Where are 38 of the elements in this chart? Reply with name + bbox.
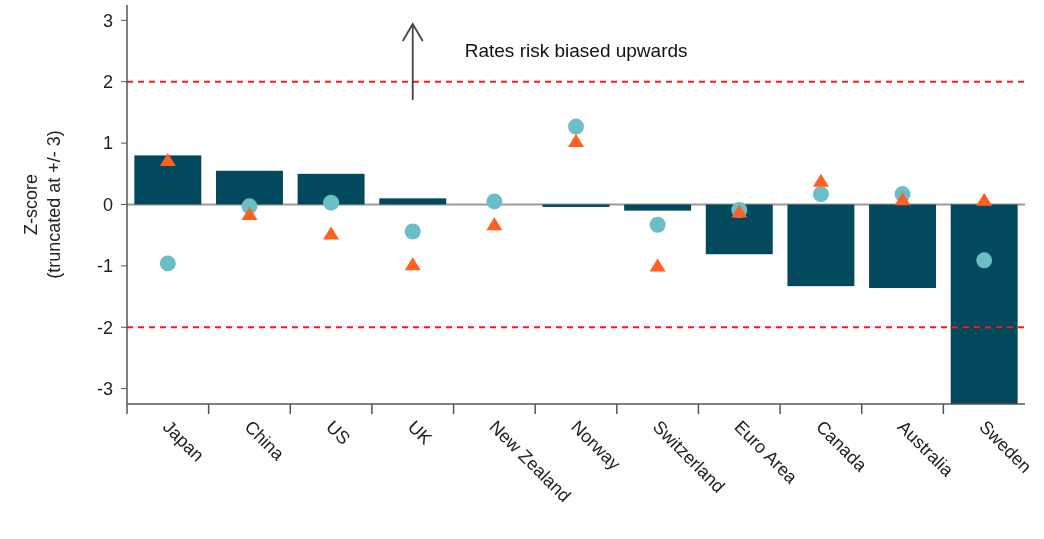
point — [568, 133, 584, 147]
point — [486, 193, 503, 210]
bar — [215, 170, 283, 205]
point — [812, 186, 829, 203]
annotation: Rates risk biased upwards — [464, 40, 688, 61]
point — [323, 226, 340, 240]
point — [649, 258, 666, 272]
point — [404, 223, 421, 240]
y-tick-label: 1 — [102, 133, 113, 154]
point — [976, 192, 993, 206]
point — [404, 257, 421, 271]
y-tick-label: -2 — [96, 317, 113, 338]
point — [323, 194, 340, 211]
bar — [134, 155, 202, 205]
point — [976, 252, 993, 269]
bar — [624, 204, 692, 211]
x-tick-label: UK — [403, 416, 436, 449]
x-tick-label: US — [322, 416, 355, 449]
y-tick-label: -1 — [96, 256, 113, 277]
point — [486, 217, 503, 231]
y-tick-label: -3 — [96, 378, 113, 399]
y-tick-label: 2 — [102, 72, 113, 93]
bar — [950, 204, 1018, 404]
bar — [869, 204, 937, 288]
bar — [297, 173, 365, 205]
y-tick-label: 3 — [102, 10, 113, 31]
point — [649, 216, 666, 233]
y-tick-label: 0 — [102, 194, 113, 215]
point — [241, 206, 258, 220]
bar — [787, 204, 855, 287]
y-axis-title: Z-score (truncated at +/- 3) — [21, 130, 64, 279]
point — [159, 255, 176, 272]
point — [568, 118, 584, 135]
point — [812, 173, 829, 187]
point — [159, 152, 176, 166]
bar — [379, 198, 447, 205]
bar — [705, 204, 773, 255]
point — [894, 192, 911, 206]
